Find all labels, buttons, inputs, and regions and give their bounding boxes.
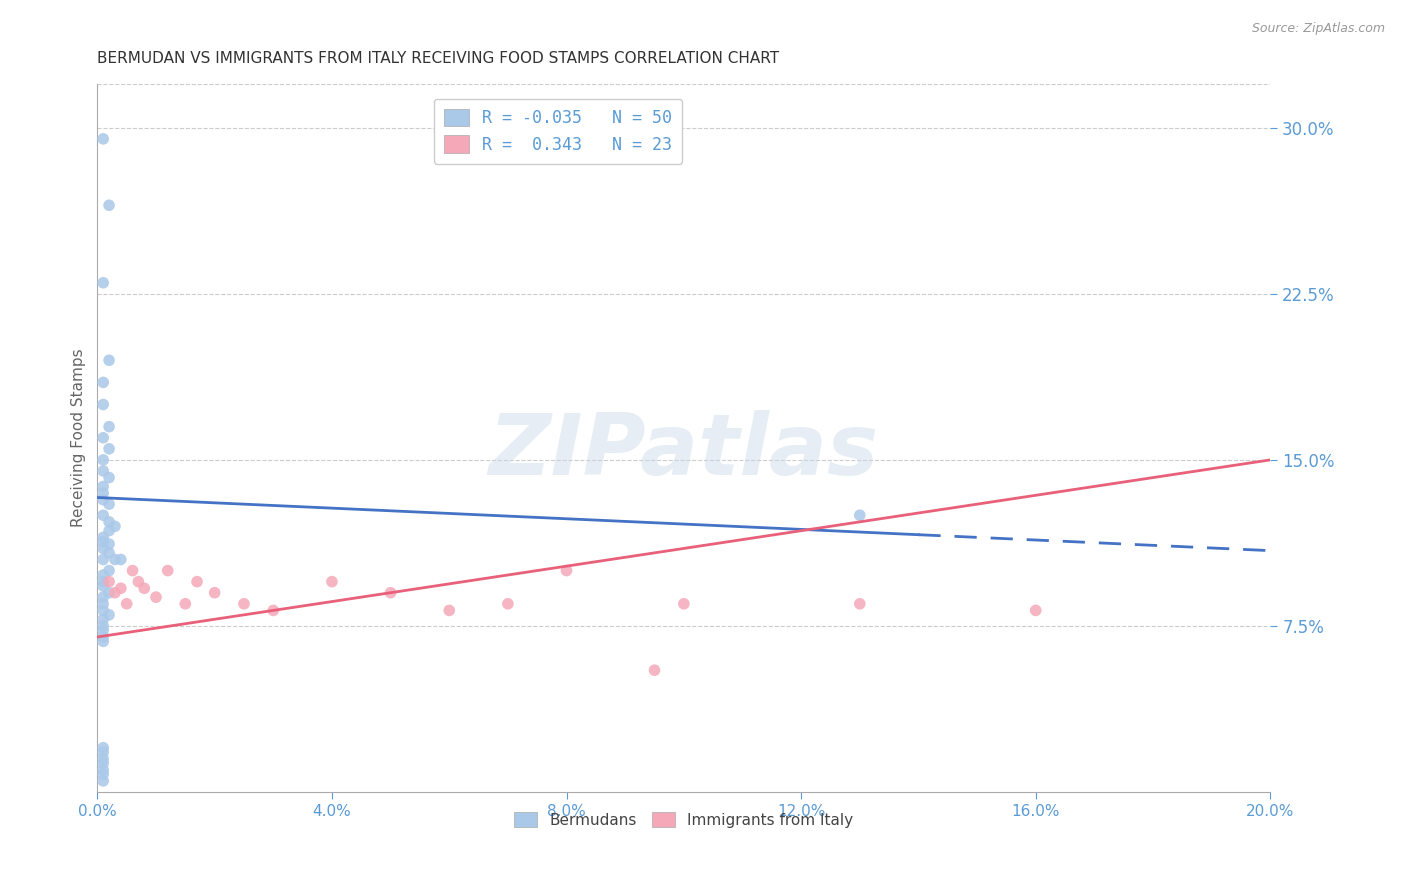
Point [262,603,284,617]
Point [91,276,114,290]
Point [1025,603,1047,617]
Point [644,663,666,677]
Point [91,612,114,626]
Point [127,574,149,589]
Point [91,431,114,445]
Point [91,479,114,493]
Point [496,597,519,611]
Point [849,597,872,611]
Point [91,590,114,604]
Point [380,585,402,599]
Point [439,603,461,617]
Point [91,534,114,549]
Point [849,508,872,523]
Point [98,574,121,589]
Point [98,515,121,529]
Point [91,619,114,633]
Point [98,470,121,484]
Point [91,453,114,467]
Point [91,486,114,500]
Point [91,508,114,523]
Point [104,585,127,599]
Point [174,597,197,611]
Point [91,630,114,644]
Point [98,353,121,368]
Point [98,537,121,551]
Point [115,597,138,611]
Point [104,519,127,533]
Point [91,597,114,611]
Point [321,574,343,589]
Point [186,574,208,589]
Text: ZIPatlas: ZIPatlas [489,410,879,493]
Point [91,624,114,638]
Point [91,763,114,777]
Point [91,552,114,566]
Point [98,524,121,538]
Point [98,442,121,456]
Text: BERMUDAN VS IMMIGRANTS FROM ITALY RECEIVING FOOD STAMPS CORRELATION CHART: BERMUDAN VS IMMIGRANTS FROM ITALY RECEIV… [97,51,779,66]
Point [91,574,114,589]
Point [98,198,121,212]
Point [98,497,121,511]
Point [91,756,114,771]
Point [204,585,226,599]
Point [91,579,114,593]
Point [145,590,167,604]
Point [91,464,114,478]
Point [110,552,132,566]
Point [91,530,114,544]
Point [672,597,695,611]
Point [91,740,114,755]
Point [98,564,121,578]
Point [134,582,156,596]
Point [91,568,114,582]
Y-axis label: Receiving Food Stamps: Receiving Food Stamps [72,349,86,527]
Point [91,398,114,412]
Point [98,585,121,599]
Point [91,773,114,788]
Point [98,546,121,560]
Point [121,564,143,578]
Point [156,564,179,578]
Legend: Bermudans, Immigrants from Italy: Bermudans, Immigrants from Italy [508,805,859,834]
Point [91,376,114,390]
Text: Source: ZipAtlas.com: Source: ZipAtlas.com [1251,22,1385,36]
Point [104,552,127,566]
Point [233,597,256,611]
Point [91,541,114,556]
Point [110,582,132,596]
Point [555,564,578,578]
Point [91,767,114,781]
Point [98,607,121,622]
Point [91,492,114,507]
Point [91,752,114,766]
Point [91,603,114,617]
Point [91,745,114,759]
Point [91,634,114,648]
Point [98,419,121,434]
Point [91,132,114,146]
